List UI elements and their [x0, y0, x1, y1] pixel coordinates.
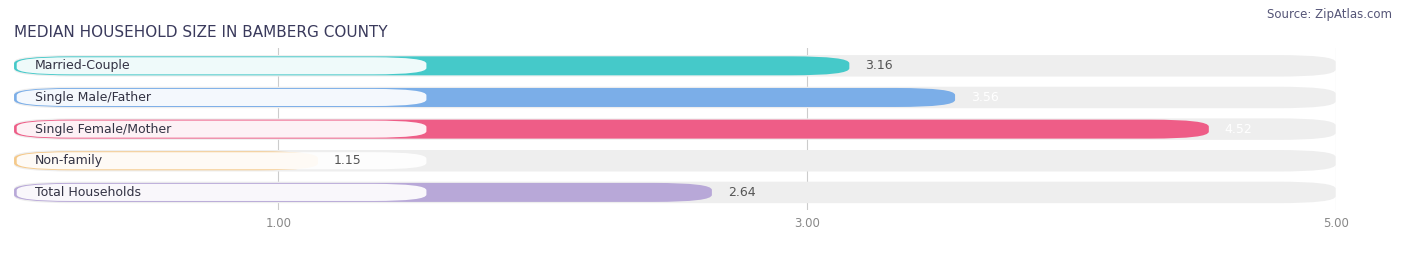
FancyBboxPatch shape [14, 55, 1336, 77]
Text: Single Female/Mother: Single Female/Mother [35, 123, 172, 136]
FancyBboxPatch shape [17, 121, 426, 138]
Text: MEDIAN HOUSEHOLD SIZE IN BAMBERG COUNTY: MEDIAN HOUSEHOLD SIZE IN BAMBERG COUNTY [14, 25, 388, 40]
FancyBboxPatch shape [14, 88, 955, 107]
Text: Married-Couple: Married-Couple [35, 59, 131, 72]
FancyBboxPatch shape [17, 184, 426, 201]
Text: Total Households: Total Households [35, 186, 141, 199]
Text: 2.64: 2.64 [728, 186, 755, 199]
Text: Single Male/Father: Single Male/Father [35, 91, 152, 104]
Text: Non-family: Non-family [35, 154, 103, 167]
FancyBboxPatch shape [17, 57, 426, 74]
Text: 4.52: 4.52 [1225, 123, 1253, 136]
FancyBboxPatch shape [14, 151, 318, 170]
FancyBboxPatch shape [14, 120, 1209, 139]
FancyBboxPatch shape [14, 118, 1336, 140]
Text: 3.16: 3.16 [865, 59, 893, 72]
FancyBboxPatch shape [14, 87, 1336, 108]
FancyBboxPatch shape [17, 152, 426, 169]
FancyBboxPatch shape [17, 89, 426, 106]
FancyBboxPatch shape [14, 182, 1336, 203]
FancyBboxPatch shape [14, 183, 711, 202]
Text: 1.15: 1.15 [333, 154, 361, 167]
FancyBboxPatch shape [14, 150, 1336, 172]
Text: Source: ZipAtlas.com: Source: ZipAtlas.com [1267, 8, 1392, 21]
FancyBboxPatch shape [14, 56, 849, 75]
Text: 3.56: 3.56 [972, 91, 998, 104]
